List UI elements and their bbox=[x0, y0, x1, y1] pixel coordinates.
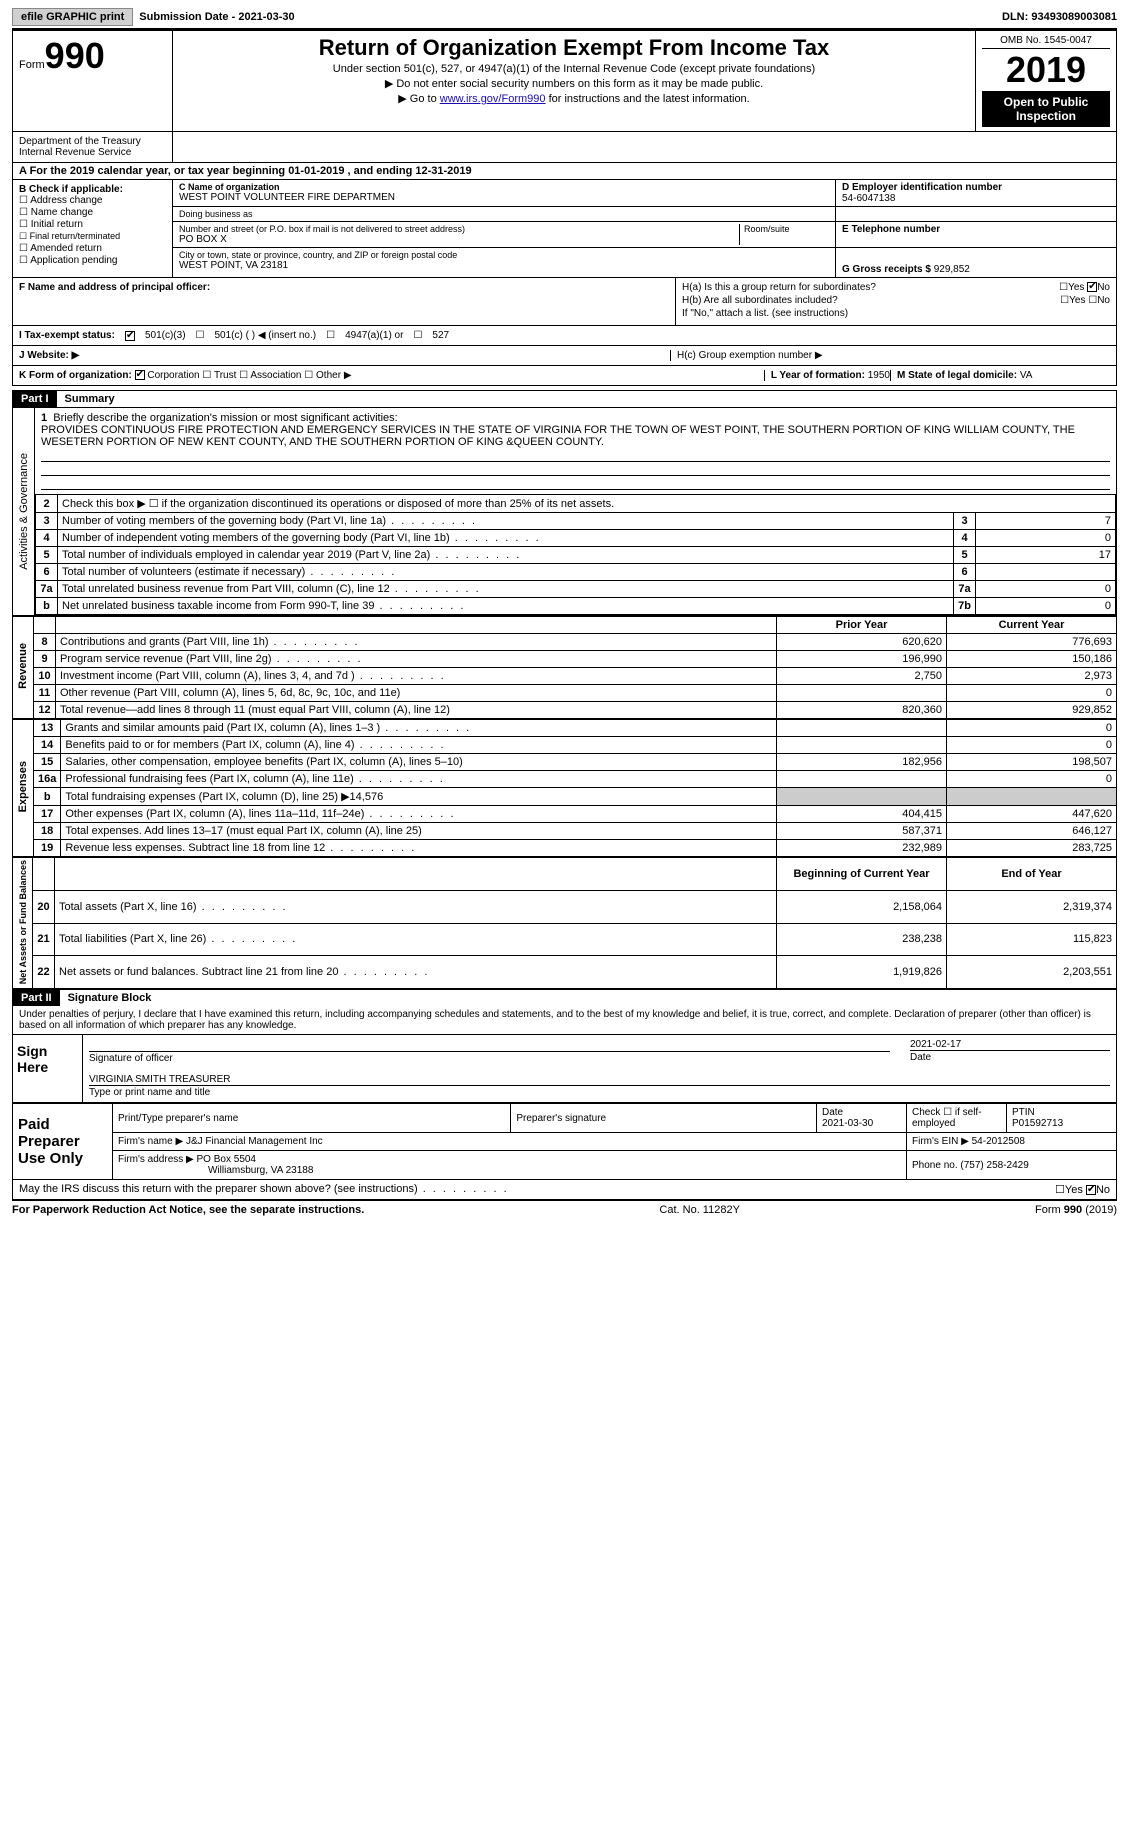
net-assets-table: Net Assets or Fund Balances Beginning of… bbox=[12, 857, 1117, 989]
gross-receipts-cell: G Gross receipts $ 929,852 bbox=[836, 248, 1116, 277]
form-number-cell: Form990 bbox=[13, 31, 173, 131]
paperwork-notice: For Paperwork Reduction Act Notice, see … bbox=[12, 1204, 364, 1216]
perjury-declaration: Under penalties of perjury, I declare th… bbox=[13, 1006, 1116, 1034]
telephone-cell: E Telephone number bbox=[836, 222, 1116, 247]
org-name-cell: C Name of organization WEST POINT VOLUNT… bbox=[173, 180, 836, 206]
may-irs-discuss-row: May the IRS discuss this return with the… bbox=[12, 1180, 1117, 1200]
form-title-cell: Return of Organization Exempt From Incom… bbox=[173, 31, 976, 131]
officer-signature-block: Signature of officer 2021-02-17 Date VIR… bbox=[83, 1035, 1116, 1102]
section-b-checkboxes: B Check if applicable: ☐ Address change … bbox=[13, 180, 173, 277]
part1-title: Summary bbox=[57, 391, 123, 407]
group-exemption-row: H(c) Group exemption number ▶ bbox=[670, 350, 1110, 361]
sign-here-label: Sign Here bbox=[13, 1035, 83, 1102]
year-formation: L Year of formation: 1950 bbox=[764, 370, 890, 381]
form-of-org-row: K Form of organization: Corporation ☐ Tr… bbox=[19, 370, 764, 381]
submission-date-label: Submission Date - 2021-03-30 bbox=[139, 11, 294, 23]
part2-title: Signature Block bbox=[60, 990, 160, 1006]
website-row: J Website: ▶ bbox=[19, 350, 670, 361]
dept-treasury: Department of the Treasury Internal Reve… bbox=[13, 132, 173, 162]
year-box: OMB No. 1545-0047 2019 Open to Public In… bbox=[976, 31, 1116, 131]
expenses-table: Expenses 13Grants and similar amounts pa… bbox=[12, 719, 1117, 857]
paid-preparer-table: Paid Preparer Use Only Print/Type prepar… bbox=[12, 1103, 1117, 1180]
governance-table: 2Check this box ▶ ☐ if the organization … bbox=[35, 494, 1116, 615]
ein-cell: D Employer identification number 54-6047… bbox=[836, 180, 1116, 206]
tax-exempt-status-row: I Tax-exempt status: 501(c)(3) ☐ 501(c) … bbox=[12, 326, 1117, 346]
irs-link[interactable]: www.irs.gov/Form990 bbox=[440, 93, 546, 105]
activities-governance-label: Activities & Governance bbox=[13, 408, 35, 615]
dba-cell: Doing business as bbox=[173, 207, 836, 221]
principal-officer-cell: F Name and address of principal officer: bbox=[13, 278, 676, 325]
line1-mission: 1 Briefly describe the organization's mi… bbox=[35, 408, 1116, 494]
revenue-table: Revenue Prior YearCurrent Year 8Contribu… bbox=[12, 616, 1117, 719]
address-cell: Number and street (or P.O. box if mail i… bbox=[173, 222, 836, 247]
cat-number: Cat. No. 11282Y bbox=[364, 1204, 1035, 1216]
part2-header: Part II bbox=[13, 990, 60, 1006]
form-footer: Form 990 (2019) bbox=[1035, 1204, 1117, 1216]
section-h: H(a) Is this a group return for subordin… bbox=[676, 278, 1116, 325]
part1-header: Part I bbox=[13, 391, 57, 407]
city-cell: City or town, state or province, country… bbox=[173, 248, 836, 277]
dln: DLN: 93493089003081 bbox=[1002, 11, 1117, 23]
tax-year-line: A For the 2019 calendar year, or tax yea… bbox=[12, 163, 1117, 180]
state-domicile: M State of legal domicile: VA bbox=[890, 370, 1110, 381]
efile-print-button[interactable]: efile GRAPHIC print bbox=[12, 8, 133, 26]
